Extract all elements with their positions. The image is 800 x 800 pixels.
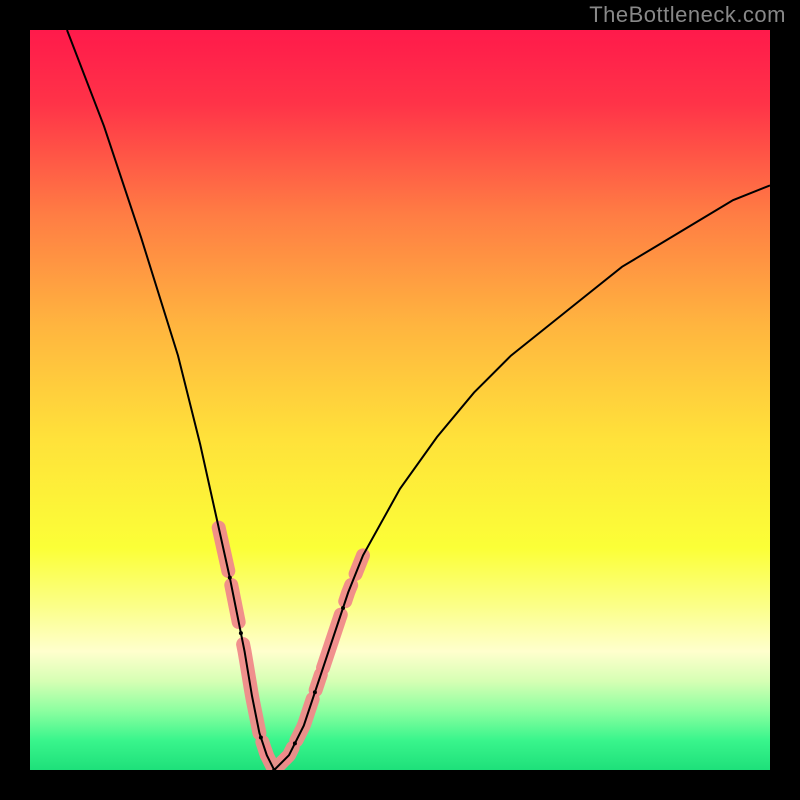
dot-marker bbox=[341, 606, 345, 610]
plot-area bbox=[30, 30, 770, 770]
dot-marker bbox=[228, 576, 232, 580]
chart-frame: TheBottleneck.com bbox=[0, 0, 800, 800]
dot-marker bbox=[259, 735, 263, 739]
watermark-text: TheBottleneck.com bbox=[589, 2, 786, 28]
dot-marker bbox=[293, 741, 297, 745]
dot-marker bbox=[313, 690, 317, 694]
gradient-background bbox=[30, 30, 770, 770]
chart-svg bbox=[30, 30, 770, 770]
dot-marker bbox=[239, 631, 243, 635]
